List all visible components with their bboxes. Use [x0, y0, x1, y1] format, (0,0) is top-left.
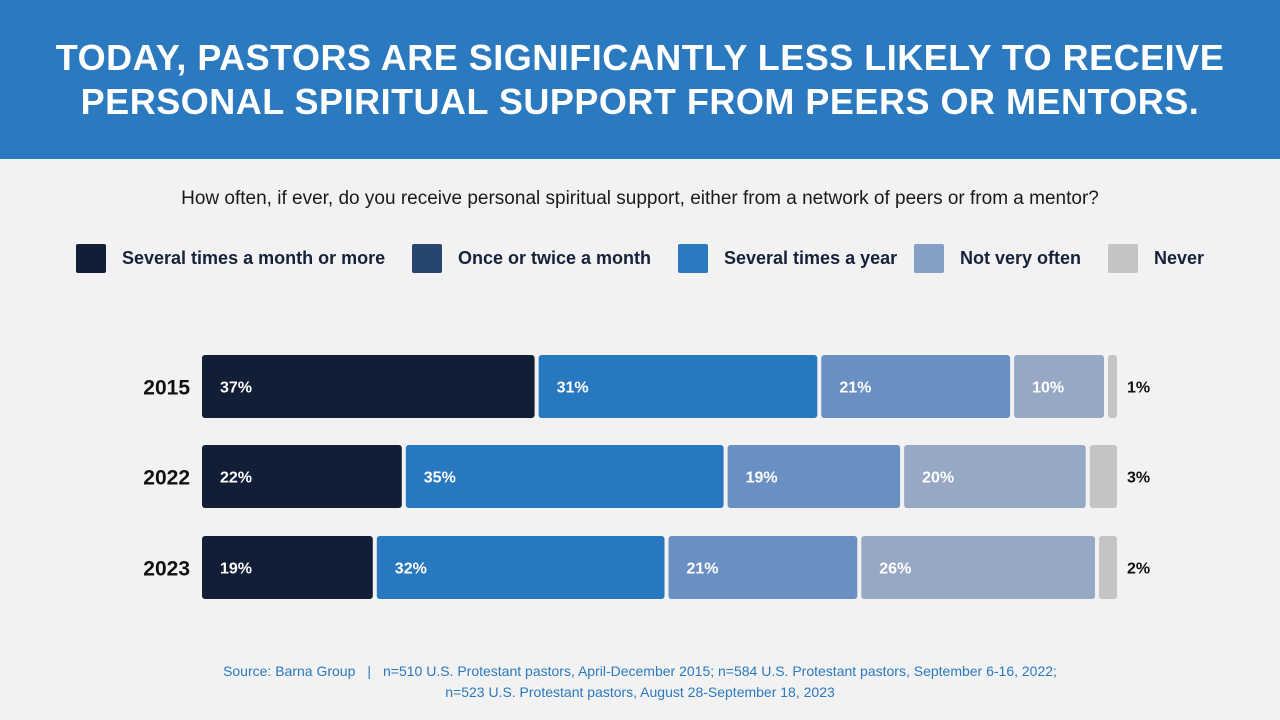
data-label-2015-segment-5: 1% [1127, 380, 1150, 397]
bar-2015-segment-2 [538, 355, 818, 418]
bar-2023-segment-4 [861, 536, 1095, 599]
title-banner: TODAY, PASTORS ARE SIGNIFICANTLY LESS LI… [0, 0, 1280, 159]
legend-swatch [678, 243, 708, 273]
bar-2015-segment-4 [1014, 355, 1104, 418]
source-note: Source: Barna Group | n=510 U.S. Protestan… [0, 661, 1280, 703]
data-label-2015-segment-4: 10% [1032, 380, 1064, 397]
source-label: Source: Barna Group [223, 663, 356, 679]
bar-2022-segment-1 [202, 445, 402, 508]
chart-title-line-1: TODAY, PASTORS ARE SIGNIFICANTLY LESS LI… [55, 36, 1225, 78]
data-label-2015-segment-2: 31% [557, 380, 589, 397]
data-label-2023-segment-5: 2% [1127, 561, 1150, 578]
bar-2022-segment-4 [904, 445, 1086, 508]
legend-item-once-or-twice-a-month: Once or twice a month [412, 243, 651, 273]
category-label-2022: 2022 [143, 467, 190, 490]
data-label-2022-segment-3: 19% [746, 470, 778, 487]
bar-2023-segment-1 [202, 536, 373, 599]
legend-item-not-very-often: Not very often [914, 243, 1081, 273]
data-label-2022-segment-5: 3% [1127, 470, 1150, 487]
bar-2015-segment-1 [202, 355, 535, 418]
legend-label: Several times a month or more [122, 247, 386, 268]
legend-swatch [76, 243, 106, 273]
bar-2022-segment-3 [727, 445, 901, 508]
source-sample-1: n=510 U.S. Protestant pastors, April-Dec… [383, 663, 1057, 679]
legend-swatch [1108, 243, 1138, 273]
bar-2022-segment-5 [1089, 445, 1117, 508]
source-line-1: Source: Barna Group | n=510 U.S. Protestan… [0, 661, 1280, 682]
legend-swatch [412, 243, 442, 273]
data-label-2023-segment-4: 26% [879, 561, 911, 578]
data-label-2022-segment-4: 20% [922, 470, 954, 487]
bar-2015-segment-5 [1108, 355, 1117, 418]
legend-label: Several times a year [724, 247, 898, 268]
chart-title-line-2: PERSONAL SPIRITUAL SUPPORT FROM PEERS OR… [80, 80, 1200, 122]
bar-2023-segment-2 [376, 536, 665, 599]
bar-2023-segment-5 [1099, 536, 1117, 599]
data-label-2023-segment-1: 19% [220, 561, 252, 578]
category-label-2015: 2015 [143, 377, 190, 400]
category-label-2023: 2023 [143, 558, 190, 581]
legend-label: Never [1154, 247, 1205, 268]
bar-2022-segment-2 [405, 445, 724, 508]
data-label-2023-segment-2: 32% [395, 561, 427, 578]
legend: Several times a month or more Once or tw… [0, 243, 1280, 273]
data-label-2023-segment-3: 21% [686, 561, 718, 578]
bar-2015-segment-3 [821, 355, 1011, 418]
source-sample-2: n=523 U.S. Protestant pastors, August 28… [445, 684, 835, 700]
data-label-2015-segment-1: 37% [220, 380, 252, 397]
survey-question: How often, if ever, do you receive perso… [181, 188, 1099, 209]
data-label-2022-segment-1: 22% [220, 470, 252, 487]
data-label-2015-segment-3: 21% [839, 380, 871, 397]
bar-2023-segment-3 [668, 536, 858, 599]
source-separator: | [367, 663, 371, 679]
legend-item-never: Never [1108, 243, 1204, 273]
legend-item-several-times-a-year: Several times a year [678, 243, 897, 273]
chart-title: TODAY, PASTORS ARE SIGNIFICANTLY LESS LI… [50, 36, 1230, 124]
legend-item-several-times-a-month: Several times a month or more [76, 243, 385, 273]
data-label-2022-segment-2: 35% [424, 470, 456, 487]
legend-swatch [914, 243, 944, 273]
legend-label: Once or twice a month [458, 247, 652, 268]
legend-label: Not very often [960, 247, 1082, 268]
